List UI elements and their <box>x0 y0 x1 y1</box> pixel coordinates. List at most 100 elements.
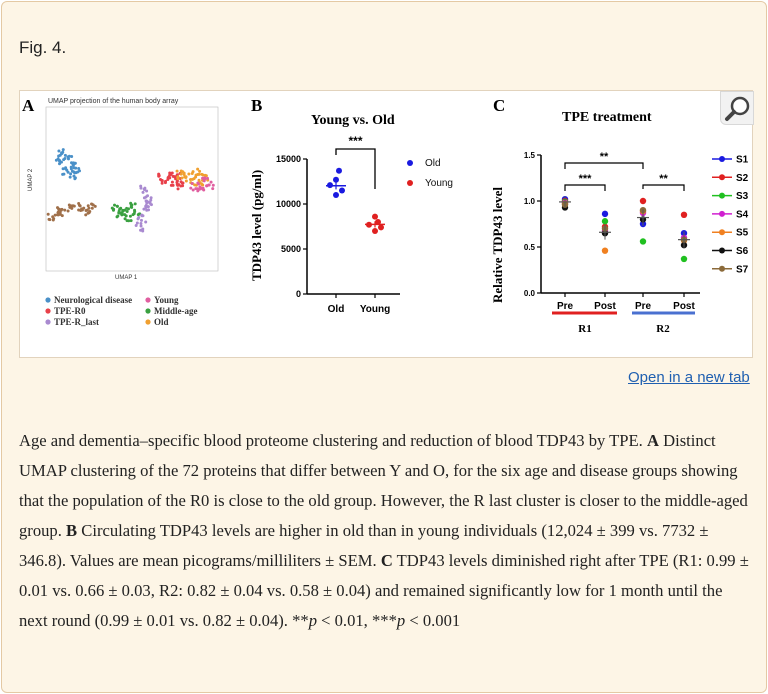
umap-point <box>130 205 134 209</box>
umap-point <box>139 218 143 222</box>
umap-point <box>190 181 194 185</box>
data-point <box>375 219 381 225</box>
umap-point <box>189 186 193 190</box>
umap-point <box>115 204 119 208</box>
umap-point <box>93 204 97 208</box>
data-point <box>639 238 647 245</box>
legend-marker <box>145 319 151 325</box>
sig-r1-bracket <box>564 184 606 191</box>
umap-point <box>202 179 206 183</box>
legend-label: Old <box>154 317 169 327</box>
umap-point <box>72 174 76 178</box>
umap-point <box>175 169 179 173</box>
umap-point <box>176 187 180 191</box>
umap-point <box>148 201 152 205</box>
panel-a-frame <box>45 106 219 272</box>
umap-point <box>170 180 174 184</box>
umap-point <box>72 166 76 170</box>
umap-point <box>142 196 146 200</box>
x-tick-label: Young <box>360 304 390 315</box>
legend-marker <box>719 247 725 254</box>
caption-p1-rest: < 0.01, *** <box>316 611 397 630</box>
legend-label: S7 <box>736 264 749 275</box>
figure-svg: A UMAP projection of the human body arra… <box>22 96 749 335</box>
umap-point <box>201 176 205 180</box>
panel-b-title: Young vs. Old <box>311 113 395 128</box>
umap-point <box>70 169 74 173</box>
umap-point <box>146 205 150 209</box>
umap-point <box>69 172 73 176</box>
umap-point <box>160 181 164 185</box>
umap-point <box>133 210 137 214</box>
umap-point <box>175 180 179 184</box>
umap-point <box>62 172 66 176</box>
caption-b-text: Circulating TDP43 levels are higher in o… <box>19 521 709 570</box>
umap-point <box>209 180 213 184</box>
caption-a-label: A <box>646 431 659 450</box>
y-tick-label: 0.0 <box>524 289 536 298</box>
group-r2-label: R2 <box>656 323 670 335</box>
legend-marker <box>45 319 51 325</box>
umap-point <box>126 207 130 211</box>
umap-point <box>66 170 70 174</box>
group-r1-label: R1 <box>578 323 591 335</box>
umap-point <box>166 176 170 180</box>
umap-point <box>177 183 181 187</box>
umap-point <box>113 203 117 207</box>
legend-label: Young <box>154 295 179 305</box>
umap-point <box>169 172 173 176</box>
umap-point <box>71 162 75 166</box>
legend-marker <box>407 180 413 186</box>
umap-point <box>48 218 52 222</box>
umap-point <box>120 213 124 217</box>
figure-image[interactable]: A UMAP projection of the human body arra… <box>19 90 754 358</box>
umap-point <box>201 187 205 191</box>
umap-point <box>196 181 200 185</box>
umap-point <box>66 209 70 213</box>
legend-label: TPE-R0 <box>54 306 86 316</box>
umap-point <box>183 175 187 179</box>
panel-a-xlabel: UMAP 1 <box>115 275 138 281</box>
legend-label: S6 <box>736 246 749 257</box>
umap-point <box>124 214 128 218</box>
legend-marker <box>145 297 151 303</box>
umap-point <box>205 184 209 188</box>
umap-point <box>58 153 62 157</box>
umap-point <box>61 167 65 171</box>
caption-title: Age and dementia–specific blood proteome… <box>19 431 643 450</box>
legend-label: S3 <box>736 191 749 202</box>
umap-point <box>57 149 61 153</box>
umap-point <box>116 214 120 218</box>
umap-point <box>68 175 72 179</box>
umap-point <box>84 213 88 217</box>
umap-point <box>64 166 68 170</box>
umap-point <box>139 228 143 232</box>
umap-point <box>142 207 146 211</box>
data-point <box>336 167 342 174</box>
x-tick-label: Post <box>594 301 616 312</box>
figure-title: Fig. 4. <box>19 38 67 57</box>
zoom-button[interactable] <box>720 91 754 125</box>
umap-point <box>191 188 195 192</box>
caption-p2: p <box>396 611 406 630</box>
x-tick-label: Post <box>673 301 695 312</box>
umap-point <box>66 157 70 161</box>
umap-point <box>205 176 209 180</box>
panel-a: A UMAP projection of the human body arra… <box>22 96 219 327</box>
umap-point <box>129 219 133 223</box>
umap-point <box>70 206 74 210</box>
umap-point <box>201 173 205 177</box>
panel-c-ylabel: Relative TDP43 level <box>490 187 505 303</box>
umap-point <box>145 208 149 212</box>
umap-point <box>141 214 145 218</box>
legend-label: Old <box>425 158 441 169</box>
umap-point <box>87 211 91 215</box>
umap-point <box>145 189 149 193</box>
panel-c-label: C <box>493 96 505 115</box>
y-tick-label: 5000 <box>281 244 301 254</box>
umap-point <box>143 186 147 190</box>
panel-c-title: TPE treatment <box>562 110 652 125</box>
significance-label: *** <box>348 134 362 148</box>
data-point <box>372 213 378 220</box>
open-in-new-tab-link[interactable]: Open in a new tab <box>628 369 750 386</box>
